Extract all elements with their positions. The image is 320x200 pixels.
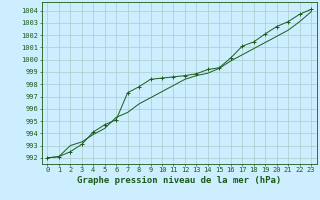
X-axis label: Graphe pression niveau de la mer (hPa): Graphe pression niveau de la mer (hPa) (77, 176, 281, 185)
